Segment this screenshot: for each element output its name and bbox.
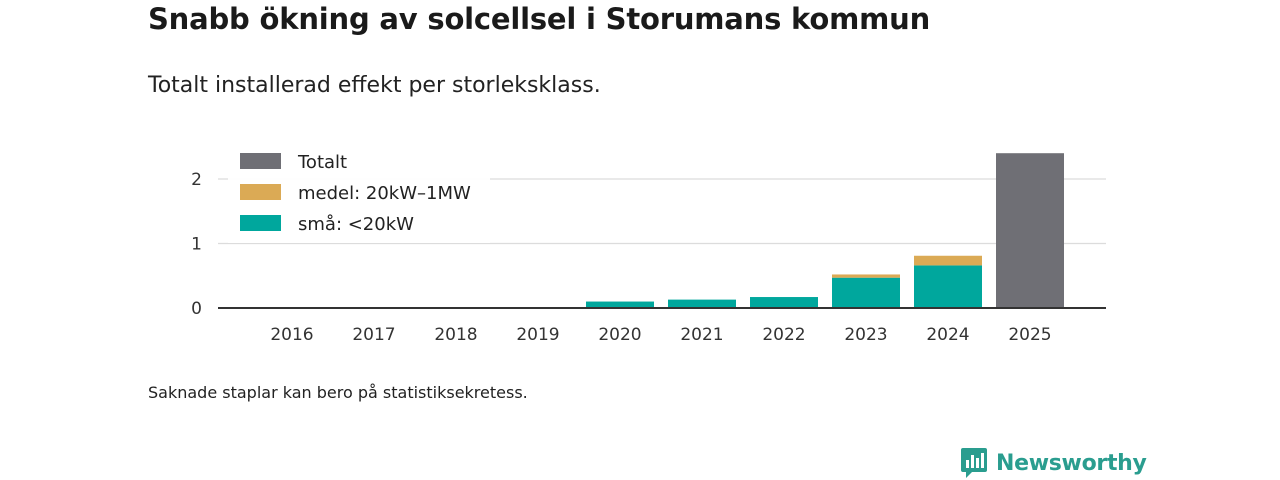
brand-name: Newsworthy <box>996 450 1147 476</box>
brand-logo[interactable]: Newsworthy <box>960 446 1147 480</box>
bar-chart: 0 1 2 2016 2017 2018 2019 2020 2021 2022 2023 2024 2… <box>191 152 1106 345</box>
y-tick-label: 0 <box>191 299 202 319</box>
x-tick-label: 2022 <box>762 325 805 345</box>
chart-title: Snabb ökning av solcellsel i Storumans k… <box>148 2 931 36</box>
footnote: Saknade staplar kan bero på statistiksek… <box>148 383 528 402</box>
legend-swatch <box>240 215 281 231</box>
x-tick-label: 2023 <box>844 325 887 345</box>
bar-2023-sma[interactable] <box>832 277 900 308</box>
bar-2025-totalt[interactable] <box>996 153 1064 308</box>
legend-swatch <box>240 153 281 169</box>
x-tick-label: 2025 <box>1008 325 1051 345</box>
x-tick-label: 2024 <box>926 325 969 345</box>
x-tick-label: 2019 <box>516 325 559 345</box>
legend-swatch <box>240 184 281 200</box>
bar-2024-medel[interactable] <box>914 255 982 266</box>
newsworthy-logo-icon <box>961 448 987 478</box>
legend-label: Totalt <box>297 152 347 173</box>
x-tick-label: 2017 <box>352 325 395 345</box>
legend-label: medel: 20kW–1MW <box>298 183 471 204</box>
y-tick-label: 2 <box>191 170 202 190</box>
x-tick-label: 2021 <box>680 325 723 345</box>
bar-2020-sma[interactable] <box>586 301 654 308</box>
x-tick-label: 2018 <box>434 325 477 345</box>
x-tick-label: 2016 <box>270 325 313 345</box>
bar-2023-medel[interactable] <box>832 274 900 278</box>
y-tick-label: 1 <box>191 235 202 255</box>
legend-label: små: <20kW <box>298 214 414 235</box>
bar-2022-sma[interactable] <box>750 297 818 308</box>
x-tick-label: 2020 <box>598 325 641 345</box>
bar-2024-sma[interactable] <box>914 265 982 308</box>
chart-subtitle: Totalt installerad effekt per storlekskl… <box>148 73 601 98</box>
bar-2021-sma[interactable] <box>668 299 736 308</box>
